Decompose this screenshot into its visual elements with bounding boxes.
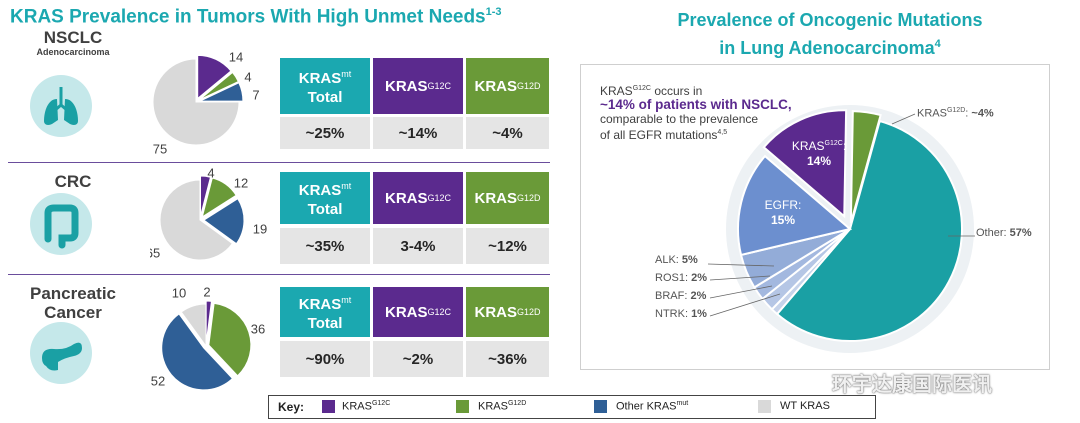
- data-label-wt: 65: [150, 245, 160, 260]
- pie-slice-kras-g12d: [849, 110, 882, 224]
- left-title: KRAS Prevalence in Tumors With High Unme…: [10, 6, 502, 28]
- legend: [268, 395, 876, 419]
- row-name-nsclc: NSCLC Adenocarcinoma: [36, 28, 110, 57]
- pie-slice-wt-kras: [159, 179, 234, 261]
- leader-line-braf: [709, 285, 773, 299]
- legend-label-g12d: KRASG12D: [478, 400, 527, 413]
- pie-slice-egfr: [737, 154, 853, 257]
- data-label-other: 7: [252, 87, 259, 102]
- big-pie-label-ros1: ROS1: 2%: [655, 272, 707, 284]
- legend-title: Key:: [278, 400, 305, 414]
- big-pie-label-g12d: KRASG12D: ~4%: [917, 107, 994, 120]
- header-kras-total: KRASmt Total: [280, 287, 370, 337]
- data-label-wt: 75: [153, 141, 167, 156]
- data-label-other: 52: [151, 373, 165, 388]
- legend-swatch-g12c: [322, 400, 335, 413]
- big-pie-label-alk: ALK: 5%: [655, 254, 698, 266]
- callout-text: KRASG12C occurs in ~14% of patients with…: [600, 84, 792, 142]
- header-kras-g12d: KRAS G12D: [466, 58, 549, 114]
- pie-slice-kras-g12d: [199, 71, 239, 101]
- legend-swatch-wt: [758, 400, 771, 413]
- data-label-g12c: 2: [203, 284, 210, 299]
- pie-slice-other-kras-mut: [161, 313, 234, 391]
- big-pie-label-ntrk: NTRK: 1%: [655, 308, 707, 320]
- pie-slice-kras-g12c: [199, 175, 212, 217]
- header-kras-g12c: KRAS G12C: [373, 58, 463, 114]
- row-separator: [8, 274, 550, 275]
- pie-slice-kras-g12c: [205, 300, 213, 344]
- header-kras-g12c: KRAS G12C: [373, 172, 463, 224]
- leader-line-g12d: [891, 113, 916, 125]
- legend-swatch-other: [594, 400, 607, 413]
- value-total: ~90%: [280, 341, 370, 377]
- value-total: ~35%: [280, 228, 370, 264]
- pie-slice-wt-kras: [152, 58, 240, 146]
- header-kras-g12c: KRAS G12C: [373, 287, 463, 337]
- data-label-g12c: 4: [207, 166, 214, 180]
- right-title: Prevalence of Oncogenic Mutations in Lun…: [677, 10, 983, 58]
- legend-label-other: Other KRASmut: [616, 400, 689, 413]
- data-label-g12c: 14: [229, 49, 243, 64]
- pie-chart-pancreatic: 2 36 52 10: [151, 284, 265, 391]
- pie-slice-other-kras-mut: [203, 197, 245, 245]
- row-separator: [8, 162, 550, 163]
- leader-line-ntrk: [709, 293, 781, 317]
- pie-chart-lung-adenocarcinoma: [707, 105, 975, 353]
- data-label-wt: 10: [172, 285, 186, 300]
- pie-slice-wt-kras: [180, 303, 207, 348]
- pie-slice-kras-g12c: [197, 54, 232, 100]
- value-g12c: ~2%: [373, 341, 463, 377]
- watermark: 环宇达康国际医讯: [832, 374, 992, 396]
- big-pie-label-braf: BRAF: 2%: [655, 290, 707, 302]
- big-pie-label-egfr: EGFR: 15%: [764, 198, 802, 227]
- legend-label-g12c: KRASG12C: [342, 400, 391, 413]
- data-label-g12d: 12: [234, 175, 248, 190]
- pie-slice-other: [775, 119, 963, 343]
- big-pie-label-g12c: KRASG12C: 14%: [791, 139, 847, 168]
- header-kras-total: KRASmt Total: [280, 58, 370, 114]
- data-label-other: 19: [253, 221, 267, 236]
- pancreas-icon: [30, 322, 92, 384]
- value-total: ~25%: [280, 117, 370, 149]
- header-kras-total: KRASmt Total: [280, 172, 370, 224]
- header-kras-g12d: KRAS G12D: [466, 172, 549, 224]
- leader-line-ros1: [709, 275, 771, 281]
- value-g12d: ~4%: [466, 117, 549, 149]
- data-label-g12d: 36: [251, 321, 265, 336]
- big-pie-label-other: Other: 57%: [976, 227, 1032, 239]
- legend-swatch-g12d: [456, 400, 469, 413]
- pie-slice-other-kras-mut: [199, 82, 244, 102]
- lungs-icon: [30, 75, 92, 137]
- pie-slice-kras-g12d: [201, 177, 237, 218]
- value-g12c: 3-4%: [373, 228, 463, 264]
- data-label-g12d: 4: [244, 69, 251, 84]
- value-g12c: ~14%: [373, 117, 463, 149]
- legend-label-wt: WT KRAS: [780, 400, 830, 412]
- value-g12d: ~12%: [466, 228, 549, 264]
- header-kras-g12d: KRAS G12D: [466, 287, 549, 337]
- pie-chart-crc: 4 12 19 65: [150, 166, 267, 261]
- row-name-crc: CRC: [54, 172, 92, 191]
- colon-icon: [30, 193, 92, 255]
- pie-slice-kras-g12d: [208, 302, 252, 377]
- value-g12d: ~36%: [466, 341, 549, 377]
- row-name-pancreatic: Pancreatic Cancer: [30, 284, 116, 322]
- leader-line-alk: [707, 263, 775, 267]
- pie-slice-kras-g12c: [762, 109, 848, 219]
